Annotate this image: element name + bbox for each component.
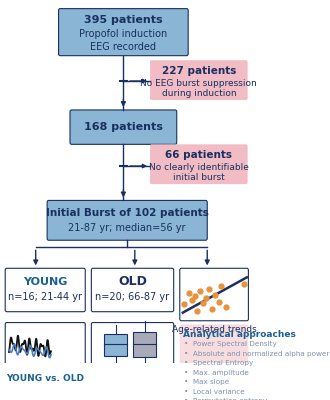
Text: Analytical approaches: Analytical approaches [183,330,296,339]
Text: n=20; 66-87 yr: n=20; 66-87 yr [95,292,170,302]
FancyBboxPatch shape [5,322,85,370]
Text: OLD: OLD [118,275,147,288]
FancyBboxPatch shape [180,268,248,321]
Bar [133,332,156,357]
Text: 168 patients: 168 patients [84,122,163,132]
Text: during induction: during induction [162,89,236,98]
FancyBboxPatch shape [150,60,248,100]
Text: Propofol induction: Propofol induction [79,29,168,39]
Text: YOUNG vs. OLD: YOUNG vs. OLD [6,374,84,383]
Text: 227 patients: 227 patients [162,66,236,76]
Text: YOUNG: YOUNG [23,277,67,287]
FancyBboxPatch shape [47,200,207,240]
Text: No clearly identifiable: No clearly identifiable [149,163,249,172]
Text: •  Max. amplitude: • Max. amplitude [184,370,249,376]
FancyBboxPatch shape [180,324,248,400]
Text: 395 patients: 395 patients [84,15,163,25]
Text: n=16; 21-44 yr: n=16; 21-44 yr [8,292,82,302]
FancyBboxPatch shape [91,268,174,312]
Text: •  Permutation entropy: • Permutation entropy [184,398,268,400]
FancyBboxPatch shape [5,268,85,312]
Text: No EEG burst suppression: No EEG burst suppression [141,79,257,88]
Text: •  Max slope: • Max slope [184,379,230,385]
FancyBboxPatch shape [150,144,248,184]
FancyBboxPatch shape [91,322,174,370]
Text: •  Spectral Entropy: • Spectral Entropy [184,360,254,366]
Text: •  Local variance: • Local variance [184,389,245,395]
FancyBboxPatch shape [70,110,177,144]
Bar [104,334,127,356]
Text: EEG recorded: EEG recorded [90,42,156,52]
Text: •  Absolute and normalized alpha power: • Absolute and normalized alpha power [184,351,330,357]
Text: Initial Burst of 102 patients: Initial Burst of 102 patients [46,208,209,218]
Text: initial burst: initial burst [173,173,225,182]
Text: Age-related trends: Age-related trends [172,325,256,334]
Text: •  Power Spectral Density: • Power Spectral Density [184,341,277,347]
Text: 66 patients: 66 patients [165,150,232,160]
Text: 21-87 yr; median=56 yr: 21-87 yr; median=56 yr [68,222,186,232]
FancyBboxPatch shape [58,9,188,56]
